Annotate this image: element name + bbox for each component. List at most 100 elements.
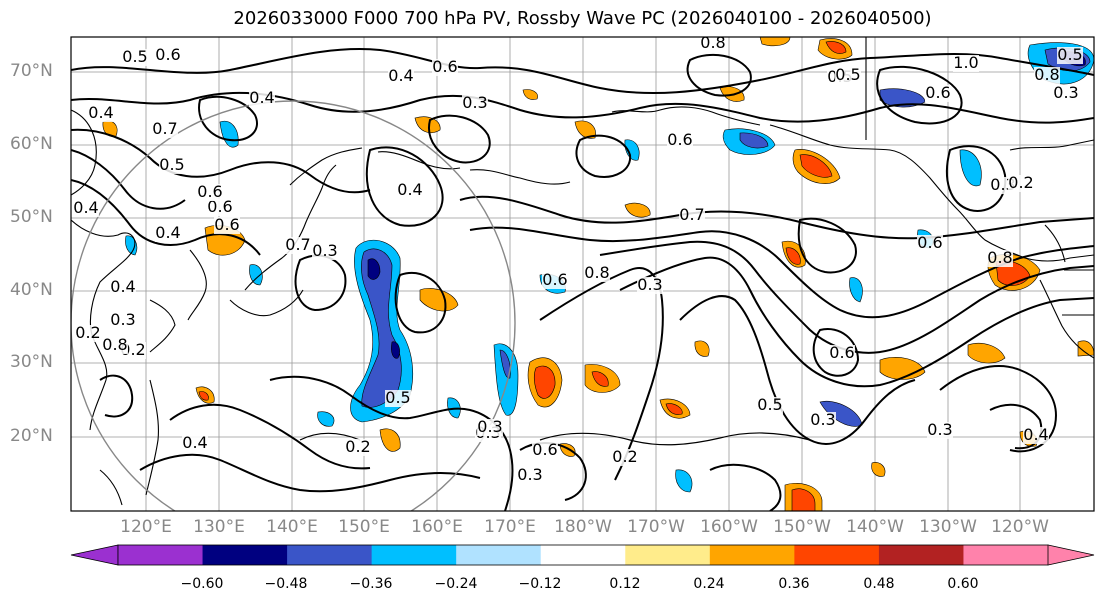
coastline — [377, 151, 461, 170]
colorbar-frame — [117, 544, 1049, 566]
contour-label: 0.5 — [122, 47, 147, 66]
contour-label-bg — [249, 90, 275, 107]
contour-label-bg — [345, 439, 371, 456]
coastline — [229, 289, 304, 317]
anomaly-blob — [419, 288, 459, 312]
anomaly-blob — [785, 247, 801, 265]
contour-label-bg — [73, 200, 99, 217]
pv-contour — [71, 149, 186, 210]
coastline — [289, 147, 363, 186]
contour-label-bg — [122, 49, 148, 66]
contour-label: 0.4 — [388, 66, 413, 85]
anomaly-blob — [967, 342, 1006, 364]
lat-label-40n: 40°N — [10, 280, 53, 300]
contour-label-bg — [159, 157, 185, 174]
anomaly-blob — [379, 428, 401, 452]
contour-label: 0.7 — [285, 235, 310, 254]
colorbar-tick-label: −0.12 — [518, 576, 562, 592]
lon-label-170w: 170°W — [627, 517, 685, 537]
contour-label-bg — [584, 265, 610, 282]
anomaly-blob — [791, 488, 816, 511]
contour-label: 0.4 — [182, 433, 207, 452]
contour-label: 0.3 — [477, 417, 502, 436]
contour-label-bg — [1057, 47, 1083, 64]
anomaly-blob — [361, 248, 402, 408]
contour-label: 0.6 — [207, 197, 232, 216]
contour-label: 0.4 — [397, 180, 422, 199]
pv-contours — [71, 48, 1094, 511]
contour-label: 0.3 — [637, 275, 662, 294]
anomaly-blob — [675, 469, 693, 493]
anomaly-blob — [739, 132, 769, 149]
contour-label-bg — [385, 390, 411, 407]
colorbar-segment — [794, 545, 880, 565]
contour-label-bg — [110, 312, 136, 329]
anomaly-blob — [499, 349, 511, 379]
lon-label-120w: 120°W — [991, 517, 1049, 537]
lon-label-120e: 120°E — [120, 517, 172, 537]
contour-label-bg — [1053, 85, 1079, 102]
coastline — [71, 219, 136, 431]
coastline — [769, 124, 1094, 262]
contour-label: 0.7 — [679, 205, 704, 224]
contour-label: 0.4 — [73, 198, 98, 217]
colorbar-tick-label: 0.24 — [693, 576, 725, 592]
colorbar-tick-label: −0.24 — [434, 576, 478, 592]
pv-contour — [71, 48, 1094, 95]
contour-label: 0.3 — [110, 310, 135, 329]
contour-label-bg — [637, 277, 663, 294]
anomaly-blob — [198, 391, 209, 401]
pv-contour — [945, 145, 1007, 212]
contour-label-bg — [517, 467, 543, 484]
anomaly-blob — [591, 371, 609, 387]
anomaly-blob — [533, 365, 556, 399]
coastline — [149, 299, 176, 353]
pv-contour — [459, 195, 1094, 240]
contour-label: 0.4 — [110, 277, 135, 296]
pv-contour — [169, 403, 371, 470]
pv-contour — [989, 403, 1043, 450]
colorbar — [70, 544, 1095, 566]
coastline — [469, 169, 571, 185]
colorbar-segment — [963, 545, 1049, 565]
contour-label-bg — [182, 435, 208, 452]
pv-contour — [539, 432, 811, 446]
anomaly-blob — [522, 89, 538, 100]
colorbar-segment — [540, 545, 626, 565]
contour-label: 0.7 — [152, 119, 177, 138]
contour-label: 0.4 — [88, 103, 113, 122]
contour-label-bg — [987, 250, 1013, 267]
contour-label-bg — [927, 422, 953, 439]
colorbar-segment — [287, 545, 373, 565]
pv-contour — [71, 91, 1094, 124]
contour-label: 1.0 — [953, 53, 978, 72]
pv-contour — [709, 463, 782, 511]
pv-contour — [198, 95, 258, 142]
coastline — [99, 469, 123, 506]
colorbar-segment — [709, 545, 795, 565]
reference-circle — [71, 100, 516, 511]
contour-label: 0.6 — [432, 57, 457, 76]
pv-contour — [99, 374, 134, 418]
pv-contour — [428, 114, 491, 164]
colorbar-tick-label: 0.60 — [947, 576, 979, 592]
anomaly-blob — [414, 116, 441, 133]
pv-contour — [797, 217, 857, 274]
contour-label: 0.6 — [917, 233, 942, 252]
contour-label-bg — [312, 243, 338, 260]
contour-label-bg — [1008, 175, 1034, 192]
anomaly-blob — [799, 154, 833, 178]
contour-label: 0.8 — [584, 263, 609, 282]
pv-contour — [939, 365, 1057, 453]
lon-label-160e: 160°E — [411, 517, 463, 537]
contour-label-bg — [532, 442, 558, 459]
anomaly-blob — [574, 120, 596, 139]
contour-label-bg — [953, 55, 979, 72]
map-title: 2026033000 F000 700 hPa PV, Rossby Wave … — [233, 8, 932, 29]
contour-label-bg — [667, 132, 693, 149]
colorbar-tick-label: −0.60 — [180, 576, 224, 592]
contour-label: 0.5 — [159, 155, 184, 174]
lon-label-140e: 140°E — [266, 517, 318, 537]
contour-label-bg — [700, 37, 726, 52]
colorbar-tick-label: 0.36 — [778, 576, 810, 592]
